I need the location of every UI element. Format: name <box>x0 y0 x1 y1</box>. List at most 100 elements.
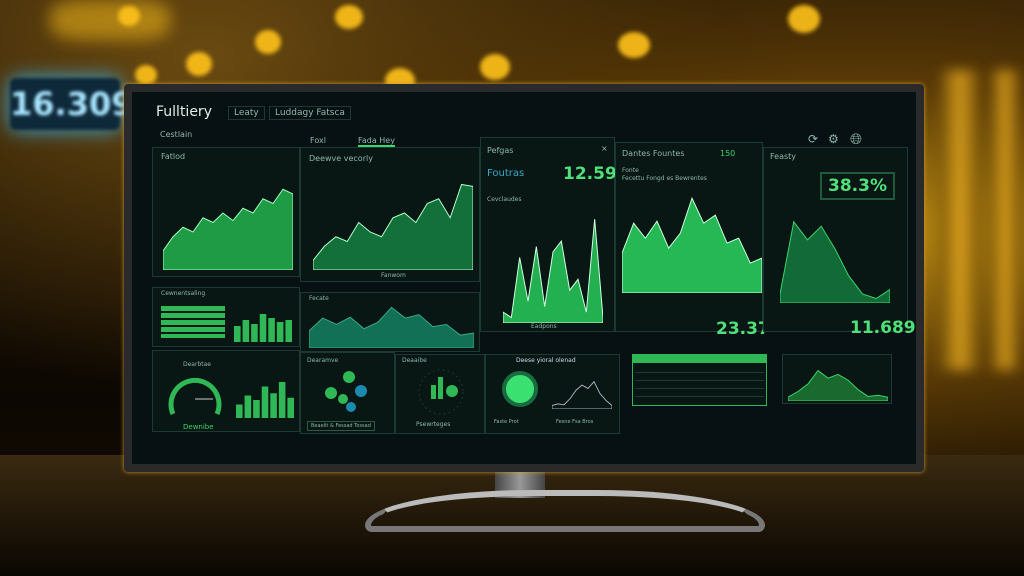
lit-pillar <box>940 70 980 370</box>
panel-title: Pefgas <box>487 146 514 155</box>
casino-sign: 16.309 <box>10 78 133 130</box>
bar <box>259 314 267 342</box>
area-series <box>552 380 612 409</box>
area-series <box>788 369 888 401</box>
area-series <box>313 183 473 270</box>
app-title: Fulltiery <box>156 104 212 120</box>
panel-title: Fecate <box>309 295 329 302</box>
filter-button[interactable]: Beaelit & Fessad Tossad <box>307 421 375 431</box>
area-series <box>309 306 474 348</box>
area-chart <box>313 183 473 270</box>
area-chart <box>163 188 293 270</box>
panel-dantes: Dantes Fountes 150 Fonte Fecettu Fongd e… <box>615 142 770 339</box>
bokeh-light <box>135 65 157 85</box>
bar-chart <box>236 382 294 418</box>
settings-icon[interactable]: ⚙ <box>828 132 839 146</box>
line-chart <box>552 380 612 409</box>
metric-value: 12.59 <box>563 164 617 184</box>
panel-deewve: Deewve vecorly Fanwom <box>300 147 480 282</box>
area-series <box>163 188 293 270</box>
panel-footer: Psewrteges <box>416 421 451 428</box>
panel-title: Dantes Fountes <box>622 149 685 158</box>
bokeh-light <box>255 30 281 54</box>
data-table <box>632 354 767 406</box>
badge: 150 <box>720 149 736 158</box>
panel-title: Deewve vecorly <box>309 154 373 163</box>
bar <box>287 397 294 418</box>
bar <box>270 393 277 418</box>
panel-cewnentsaling: Cewnentsaling <box>152 287 300 347</box>
bar <box>242 320 250 342</box>
metric-value: 11.689 <box>850 318 916 338</box>
dashboard-screen: Fulltiery Leaty Luddagy Fatsca ⟳ ⚙ 🌐︎ Ce… <box>132 92 916 464</box>
globe-icon[interactable]: 🌐︎ <box>850 130 863 148</box>
gauge-label: Dewnibe <box>183 423 214 431</box>
bar <box>285 320 292 342</box>
bar <box>276 322 284 342</box>
metric-label: Foutras <box>487 168 525 179</box>
panel-trend <box>782 354 892 404</box>
panel-title: Deese yioral olenad <box>516 357 576 364</box>
panel-title: Dearamve <box>307 357 339 364</box>
donut-chart <box>502 371 538 407</box>
panel-dearbtae: Dearbtae Dewnibe <box>152 350 300 432</box>
bar <box>234 326 241 342</box>
gauge <box>168 377 222 415</box>
tab-foxl[interactable]: Foxl <box>310 136 326 145</box>
area-chart <box>780 220 890 303</box>
tab-fada-hey[interactable]: Fada Hey <box>358 136 395 147</box>
tab-luddagy[interactable]: Luddagy Fatsca <box>269 106 351 120</box>
bokeh-light <box>788 5 820 33</box>
panel-deaaibe: Deaaibe Psewrteges <box>395 354 485 434</box>
bar <box>268 318 275 342</box>
panel-pefgas: Pefgas × Foutras 12.59 Cevclaudes Eadpon… <box>480 137 617 332</box>
bar <box>236 404 243 418</box>
area-chart <box>503 219 603 323</box>
subtitle: Fecettu Fongd es Bewrentes <box>622 175 707 182</box>
area-series <box>622 196 762 293</box>
radial-chart <box>418 369 464 415</box>
metric-value: 23.37 <box>716 319 770 339</box>
area-series <box>780 220 890 303</box>
panel-title: Fatlod <box>161 152 186 161</box>
panel-deese: Deese yioral olenad Faste Prot Fesne Fsa… <box>485 354 620 434</box>
area-series <box>503 219 603 323</box>
legend-item: Faste Prot <box>494 419 519 425</box>
bar-chart <box>234 314 292 342</box>
panel-feasty: Feasty 38.3% 11.689 <box>763 147 916 338</box>
bokeh-light <box>480 54 510 80</box>
x-axis-label: Fanwom <box>381 272 406 279</box>
panel-title: Dearbtae <box>183 361 211 368</box>
panel-title: Deaaibe <box>402 357 427 364</box>
refresh-icon[interactable]: ⟳ <box>808 132 819 146</box>
x-axis-label: Eadpons <box>531 323 557 330</box>
bokeh-light <box>186 52 212 76</box>
percent-value: 38.3% <box>820 172 895 200</box>
chandelier <box>50 0 170 40</box>
bubble-cluster <box>325 371 367 412</box>
subtitle: Fonte <box>622 167 639 174</box>
bar <box>244 395 252 418</box>
panel-title: Cewnentsaling <box>161 290 206 297</box>
bar <box>278 382 286 418</box>
bokeh-light <box>335 5 363 29</box>
table-header <box>633 355 766 363</box>
chart-subtitle: Cevclaudes <box>487 196 522 203</box>
panel-fatlod: Fatlod <box>152 147 300 277</box>
panel-dearamve: Dearamve Beaelit & Fessad Tossad <box>300 352 395 434</box>
area-chart <box>622 196 762 293</box>
bar <box>261 386 269 418</box>
legend-item: Fesne Fsa Bros <box>556 419 594 425</box>
lit-pillar <box>990 70 1020 370</box>
panel-title: Feasty <box>770 152 797 161</box>
tab-leaty[interactable]: Leaty <box>228 106 265 120</box>
progress-bars <box>161 306 225 338</box>
close-icon[interactable]: × <box>601 144 608 153</box>
panel-fecate: Fecate <box>300 292 480 352</box>
monitor: Fulltiery Leaty Luddagy Fatsca ⟳ ⚙ 🌐︎ Ce… <box>124 84 924 472</box>
bar <box>251 324 258 342</box>
section-label: Cestlain <box>160 130 193 139</box>
bokeh-light <box>618 32 650 58</box>
area-chart <box>309 306 474 348</box>
table-rows <box>635 365 764 403</box>
